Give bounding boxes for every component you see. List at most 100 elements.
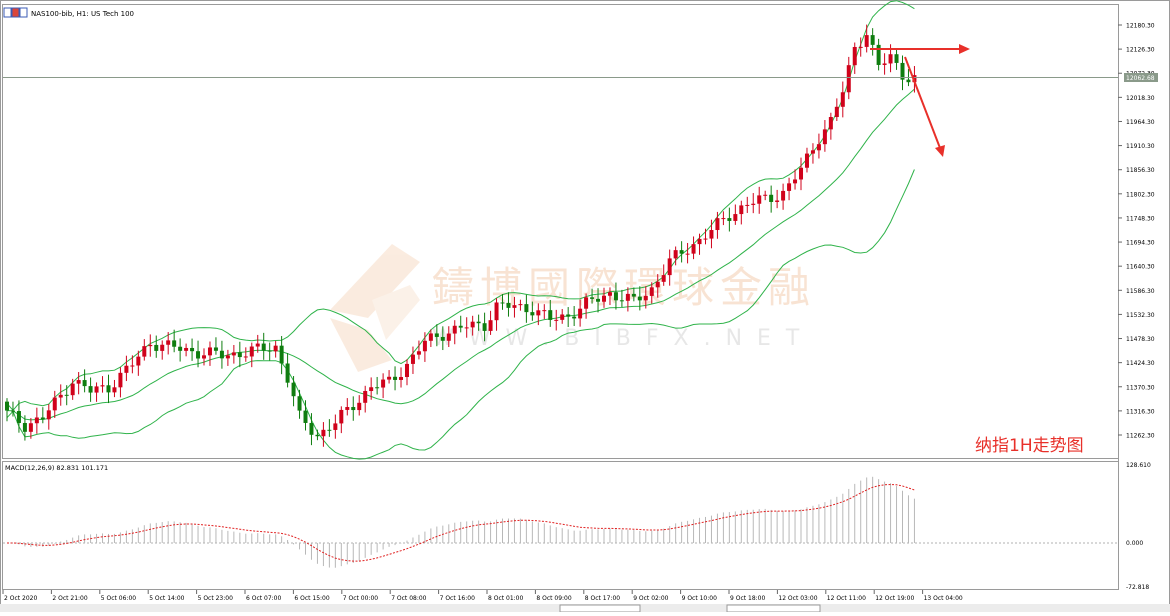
candle-body [10,410,15,412]
candle-body [804,153,809,168]
candle-body [231,352,236,356]
watermark-text: 鑄博國際環球金融 [432,263,816,312]
time-tick-label: 6 Oct 15:00 [294,595,329,602]
time-tick-label: 8 Oct 09:00 [536,595,571,602]
candle-body [613,292,618,301]
candle-body [64,394,69,396]
candle-body [751,203,756,205]
candle-body [488,320,493,331]
candle-body [440,336,445,341]
time-axis: 2 Oct 2020 2 Oct 21:00 5 Oct 06:00 5 Oct 14… [2,590,963,602]
price-tick-label: 11370.30 [1126,384,1155,391]
candle-body [846,65,851,93]
candle-body [100,385,105,387]
candle-body [255,343,260,347]
candle-body [88,386,93,393]
candle-body [369,387,374,392]
time-tick-label: 9 Oct 02:00 [633,595,668,602]
time-tick-label: 6 Oct 07:00 [246,595,281,602]
bollinger-upper [6,0,915,412]
candle-body [184,347,189,351]
candle-body [363,391,368,403]
candle-body [882,63,887,65]
macd-indicator [3,476,1118,568]
candle-body [703,238,708,240]
chart-tab-2[interactable] [726,604,821,613]
candle-body [40,417,45,420]
bollinger-middle [6,88,915,421]
price-tick-label: 11586.30 [1126,288,1155,295]
candle-body [906,79,911,83]
price-tick-label: 12126.30 [1126,47,1155,54]
candle-body [410,354,415,364]
candle-body [5,401,9,411]
price-axis-ticks: 12180.3012126.3012072.3012018.3011964.30… [1118,23,1155,440]
candle-body [834,106,839,118]
candle-body [739,205,744,215]
macd-tick-zero: 0.000 [1126,540,1143,547]
candle-body [816,144,821,151]
candle-body [285,363,290,383]
time-tick-label: 7 Oct 16:00 [440,595,475,602]
candle-body [16,411,21,423]
candle-body [733,214,738,221]
candle-body [888,54,893,64]
current-price-tag [1124,73,1158,82]
candle-body [781,190,786,201]
candle-body [673,250,678,259]
candle-body [524,304,529,313]
price-tick-label: 12180.30 [1126,23,1155,30]
chart-title-icon [3,7,28,18]
time-tick-label: 9 Oct 10:00 [682,595,717,602]
price-tick-label: 11856.30 [1126,167,1155,174]
candle-body [279,345,284,364]
candle-body [70,383,75,396]
time-tick-label: 7 Oct 00:00 [343,595,378,602]
candle-body [416,351,421,355]
candle-body [554,319,559,321]
candle-body [76,380,81,384]
time-tick-label: 2 Oct 2020 [4,595,37,602]
candle-body [560,314,565,320]
chart-tab[interactable] [559,604,641,613]
candle-body [852,46,857,66]
time-tick-label: 5 Oct 14:00 [149,595,184,602]
candle-body [112,387,117,393]
candle-body [506,302,511,308]
candle-body [500,302,505,304]
candle-body [434,333,439,337]
candle-body [249,346,254,357]
price-tick-label: 11478.30 [1126,336,1155,343]
candle-body [213,347,218,351]
candle-body [775,200,780,202]
candle-body [864,35,869,47]
price-tick-label: 11532.30 [1126,312,1155,319]
candle-body [691,244,696,254]
candle-body [291,382,296,397]
candle-body [303,410,308,423]
candle-body [190,347,195,352]
candle-body [267,350,272,352]
chart-title: NAS100-bib, H1: US Tech 100 [31,10,134,18]
candle-body [482,323,487,331]
candle-body [297,396,302,411]
candle-body [566,314,571,317]
candle-body [763,194,768,196]
macd-tick-max: 128.610 [1126,462,1151,469]
macd-tick-min: -72.818 [1126,584,1149,591]
candle-body [828,117,833,130]
bollinger-bands [6,0,915,460]
candle-body [470,321,475,328]
candle-body [464,327,469,329]
time-tick-label: 13 Oct 04:00 [924,595,963,602]
candle-body [452,325,457,334]
candle-body [422,340,427,352]
candle-body [727,218,732,221]
candle-body [602,295,606,302]
candle-body [273,345,278,352]
candle-body [118,372,123,388]
price-tick-label: 11424.30 [1126,360,1155,367]
macd-label: MACD(12,26,9) 82.831 101.171 [5,464,108,472]
candle-body [404,363,409,378]
